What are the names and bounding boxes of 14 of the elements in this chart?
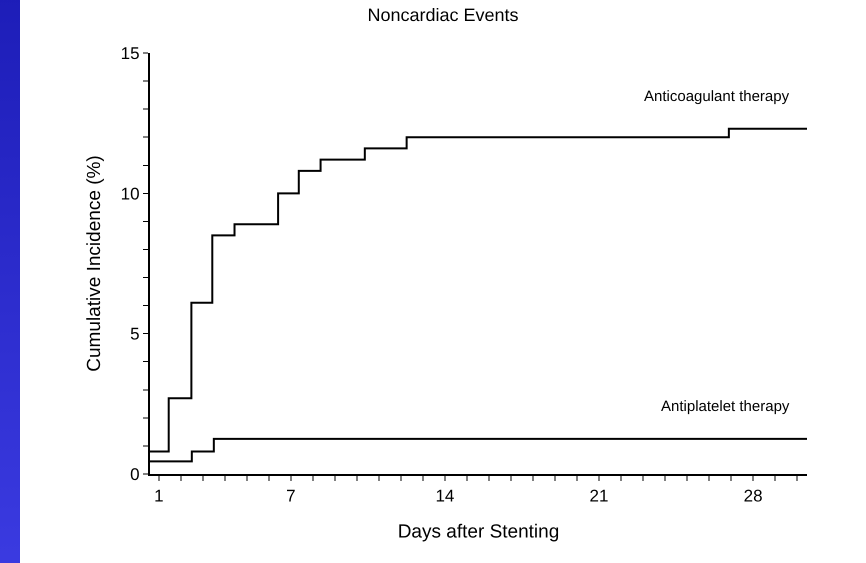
y-tick-label: 5 (130, 324, 140, 344)
x-tick-label: 14 (435, 486, 454, 506)
x-tick-label: 28 (744, 486, 763, 506)
y-tick-label: 10 (120, 184, 140, 204)
y-tick-label: 0 (130, 464, 140, 484)
series-label: Anticoagulant therapy (644, 88, 790, 105)
series-label: Antiplatelet therapy (661, 398, 790, 415)
y-axis-title: Cumulative Incidence (%) (84, 155, 106, 372)
chart-title: Noncardiac Events (367, 5, 519, 26)
x-tick-label: 21 (590, 486, 608, 506)
x-axis-title: Days after Stenting (398, 522, 560, 543)
x-tick-label: 1 (154, 486, 164, 506)
x-tick-label: 7 (286, 486, 296, 506)
y-tick-label: 15 (120, 44, 140, 63)
